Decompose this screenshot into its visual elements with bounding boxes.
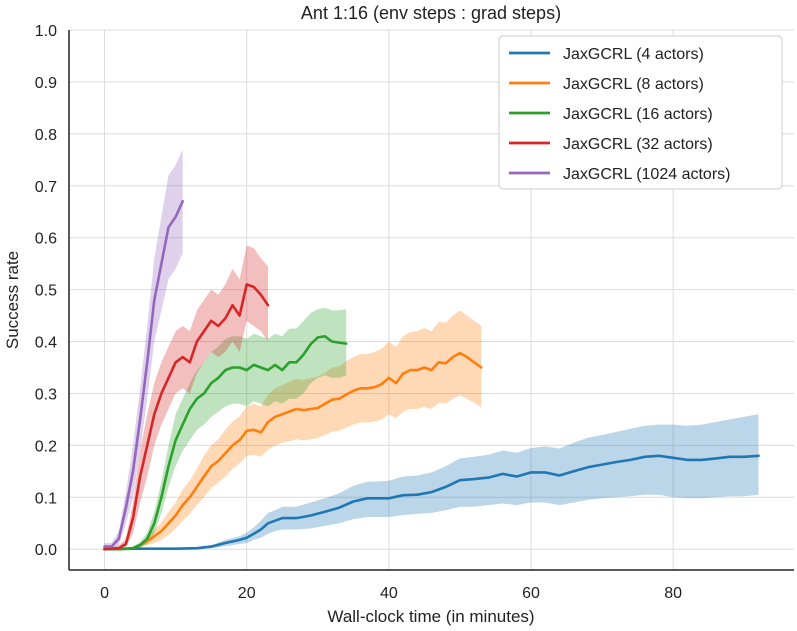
series-line-2 xyxy=(103,334,348,551)
y-tick-label: 0.8 xyxy=(35,127,57,144)
axes xyxy=(68,30,794,571)
y-tick-label: 0.1 xyxy=(35,490,57,507)
series-line-1 xyxy=(103,351,483,551)
y-tick-label: 0.6 xyxy=(35,231,57,248)
series-line-3 xyxy=(103,283,270,551)
legend-label: JaxGCRL (8 actors) xyxy=(563,76,704,93)
x-tick-labels: 0 20 40 60 80 xyxy=(100,585,682,602)
x-tick-label: 60 xyxy=(522,585,540,602)
legend-label: JaxGCRL (16 actors) xyxy=(563,106,713,123)
series-line-4 xyxy=(103,200,184,548)
legend-label: JaxGCRL (4 actors) xyxy=(563,46,704,63)
legend-box xyxy=(498,35,783,190)
y-tick-label: 0.4 xyxy=(35,335,57,352)
confidence-band-series-1 xyxy=(104,310,482,550)
series-line-0 xyxy=(103,454,760,551)
y-tick-label: 0.0 xyxy=(35,542,57,559)
y-axis-label: Success rate xyxy=(3,251,22,349)
legend: JaxGCRL (4 actors) JaxGCRL (8 actors) JaxG… xyxy=(498,35,783,190)
y-tick-label: 1.0 xyxy=(35,23,57,40)
y-tick-label: 0.5 xyxy=(35,283,57,300)
y-tick-label: 0.7 xyxy=(35,179,57,196)
x-tick-label: 40 xyxy=(380,585,398,602)
chart-title: Ant 1:16 (env steps : grad steps) xyxy=(301,3,561,23)
y-tick-label: 0.9 xyxy=(35,75,57,92)
confidence-bands xyxy=(104,149,759,550)
x-axis-label: Wall-clock time (in minutes) xyxy=(327,607,534,626)
y-tick-label: 0.3 xyxy=(35,386,57,403)
series-lines xyxy=(103,200,760,551)
y-tick-label: 0.2 xyxy=(35,438,57,455)
confidence-band-series-2 xyxy=(104,307,347,550)
x-tick-label: 20 xyxy=(238,585,256,602)
x-tick-label: 80 xyxy=(664,585,682,602)
y-tick-labels: 0.0 0.1 0.2 0.3 0.4 0.5 0.6 0.7 0.8 0.9 1.0 xyxy=(35,23,57,559)
legend-label: JaxGCRL (1024 actors) xyxy=(563,166,730,183)
x-tick-label: 0 xyxy=(100,585,109,602)
legend-label: JaxGCRL (32 actors) xyxy=(563,136,713,153)
confidence-band-series-0 xyxy=(104,414,759,550)
confidence-band-series-3 xyxy=(104,245,268,550)
